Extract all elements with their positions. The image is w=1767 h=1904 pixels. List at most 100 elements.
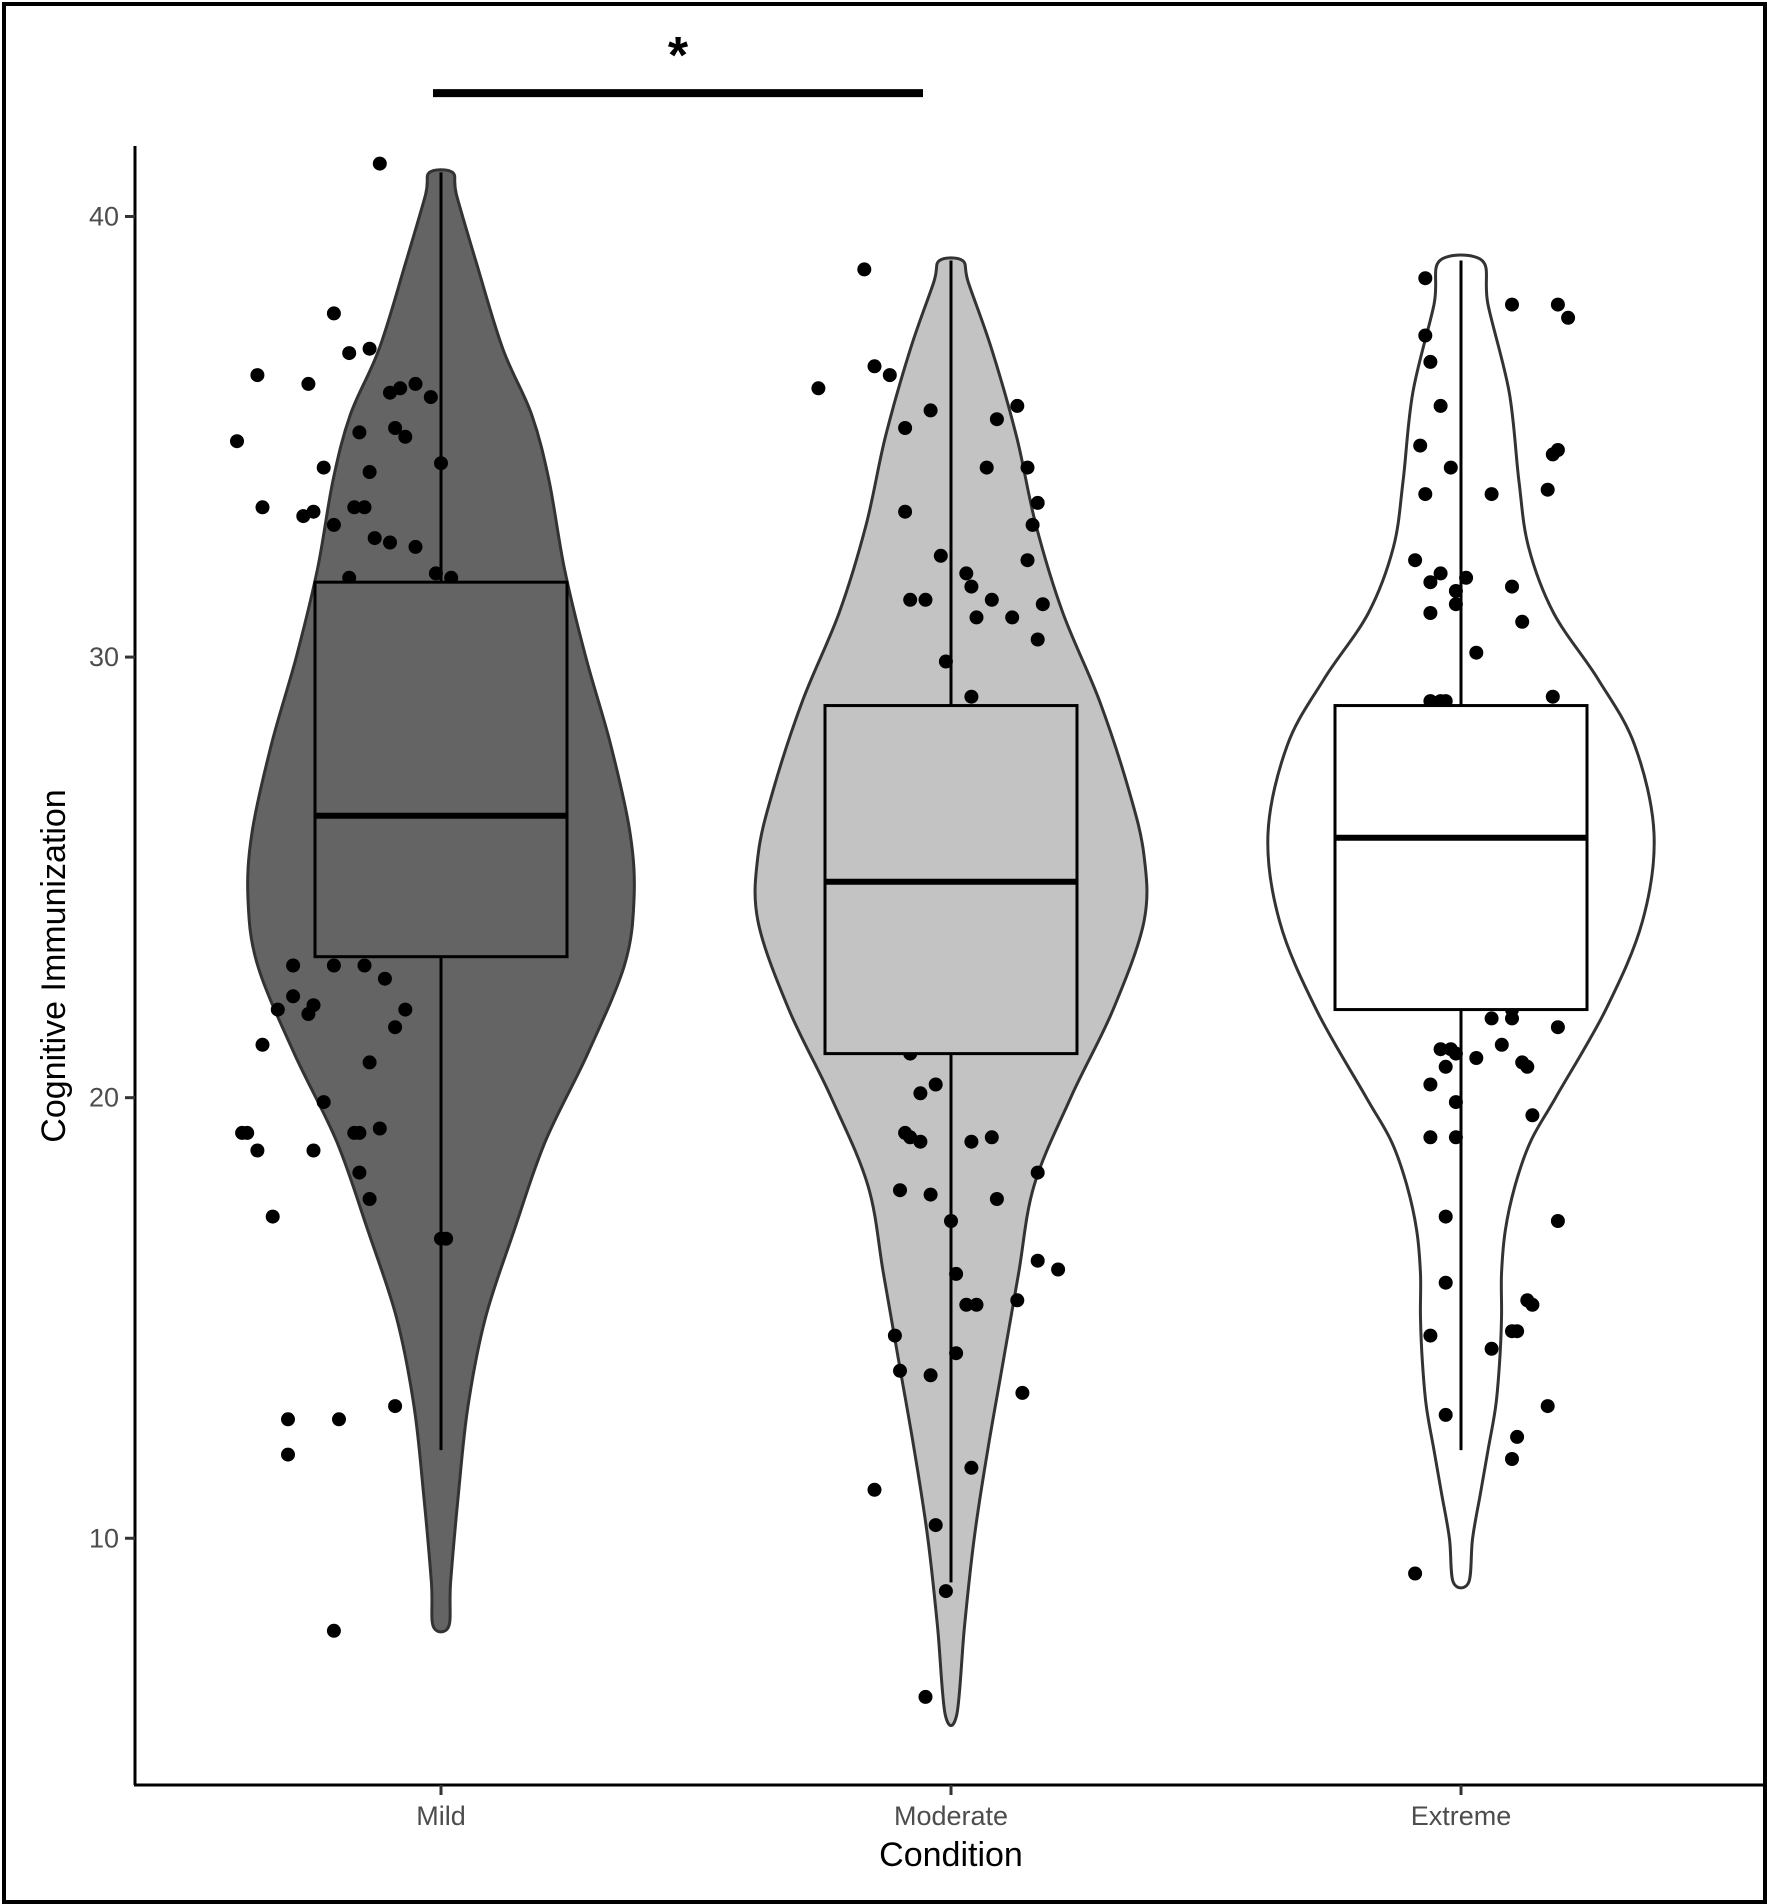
data-point-extreme: [1448, 597, 1463, 612]
data-point-mild: [306, 998, 321, 1013]
data-point-moderate: [984, 1130, 999, 1145]
data-point-mild: [281, 1447, 295, 1462]
data-point-moderate: [928, 1077, 943, 1092]
data-point-extreme: [1423, 354, 1438, 369]
data-point-mild: [408, 376, 423, 391]
data-point-extreme: [1433, 566, 1448, 581]
data-point-extreme: [1408, 553, 1423, 568]
data-point-extreme: [1494, 1037, 1509, 1052]
data-point-mild: [393, 381, 408, 396]
data-point-moderate: [964, 579, 979, 594]
significance-annotation: *: [433, 27, 923, 98]
data-point-extreme: [1448, 1095, 1463, 1110]
data-point-moderate: [964, 689, 979, 704]
data-point-mild: [230, 434, 244, 449]
x-axis-title: Condition: [879, 1836, 1023, 1874]
data-point-moderate: [1030, 495, 1045, 510]
data-point-mild: [301, 376, 316, 391]
data-point-moderate: [867, 359, 882, 374]
data-point-moderate: [898, 504, 913, 519]
data-point-extreme: [1505, 1452, 1519, 1466]
data-point-moderate: [923, 403, 938, 418]
point-layer: [230, 156, 1576, 1704]
data-point-mild: [352, 1125, 367, 1140]
x-tick-label-extreme: Extreme: [1411, 1801, 1512, 1831]
data-point-moderate: [923, 1368, 938, 1383]
box-extreme: [1333, 704, 1589, 1012]
data-point-moderate: [913, 1134, 928, 1149]
data-point-mild: [270, 1002, 285, 1017]
data-point-extreme: [1525, 1297, 1540, 1312]
data-point-extreme: [1438, 1209, 1453, 1224]
data-point-moderate: [867, 1482, 882, 1497]
data-point-extreme: [1423, 575, 1438, 590]
data-point-extreme: [1423, 1130, 1438, 1145]
data-point-mild: [372, 1121, 387, 1136]
data-point-moderate: [933, 548, 948, 563]
data-point-extreme: [1540, 482, 1555, 497]
data-point-mild: [326, 306, 341, 321]
data-point-moderate: [1030, 1165, 1045, 1180]
data-point-extreme: [1423, 606, 1438, 620]
data-point-moderate: [959, 1297, 974, 1312]
data-point-extreme: [1433, 1042, 1448, 1057]
x-tick-label-moderate: Moderate: [894, 1801, 1008, 1831]
data-point-mild: [357, 958, 372, 973]
data-point-mild: [398, 429, 413, 444]
data-point-extreme: [1448, 1130, 1463, 1145]
data-point-mild: [372, 156, 387, 171]
data-point-moderate: [938, 654, 953, 669]
data-point-moderate: [1020, 460, 1035, 475]
data-point-extreme: [1438, 1059, 1453, 1074]
data-point-moderate: [1005, 610, 1020, 625]
data-point-mild: [306, 1143, 321, 1158]
box-mild: [313, 580, 569, 959]
data-point-extreme: [1459, 570, 1474, 585]
data-point-mild: [306, 504, 321, 519]
data-point-mild: [326, 1623, 341, 1638]
data-point-mild: [377, 971, 392, 986]
data-point-moderate: [1030, 632, 1045, 647]
y-axis-title: Cognitive Immunization: [35, 789, 73, 1142]
y-tick-label: 30: [89, 642, 119, 672]
data-point-moderate: [989, 1192, 1004, 1206]
data-point-extreme: [1520, 1059, 1535, 1074]
data-point-mild: [398, 1002, 413, 1017]
data-point-extreme: [1408, 1566, 1423, 1581]
data-point-moderate: [1051, 1262, 1066, 1277]
data-point-moderate: [882, 368, 897, 383]
data-point-moderate: [959, 566, 974, 581]
data-point-extreme: [1438, 1407, 1453, 1422]
data-point-moderate: [1030, 1253, 1045, 1268]
data-point-moderate: [893, 1183, 907, 1198]
data-point-mild: [352, 1165, 367, 1180]
data-point-extreme: [1545, 689, 1560, 704]
data-point-mild: [423, 390, 438, 405]
data-point-moderate: [969, 610, 984, 625]
data-point-extreme: [1484, 1011, 1499, 1026]
data-point-moderate: [811, 381, 826, 396]
data-point-extreme: [1550, 297, 1565, 312]
data-point-extreme: [1510, 1324, 1525, 1339]
data-point-extreme: [1443, 460, 1458, 475]
data-point-extreme: [1550, 443, 1565, 457]
data-point-moderate: [984, 592, 999, 607]
data-point-mild: [428, 566, 443, 581]
data-point-extreme: [1561, 310, 1576, 325]
data-point-moderate: [1010, 398, 1025, 413]
data-point-moderate: [857, 262, 872, 277]
data-point-moderate: [913, 1086, 928, 1101]
data-point-extreme: [1448, 1046, 1463, 1061]
data-point-moderate: [1010, 1293, 1025, 1308]
data-point-mild: [342, 346, 357, 361]
data-point-extreme: [1515, 614, 1530, 629]
data-point-extreme: [1423, 1328, 1438, 1343]
data-point-mild: [362, 1192, 377, 1206]
data-point-extreme: [1469, 645, 1484, 660]
data-point-extreme: [1413, 438, 1428, 453]
data-point-extreme: [1510, 1429, 1525, 1444]
data-point-moderate: [898, 421, 913, 435]
data-point-moderate: [1020, 553, 1035, 568]
data-point-mild: [316, 1095, 331, 1110]
